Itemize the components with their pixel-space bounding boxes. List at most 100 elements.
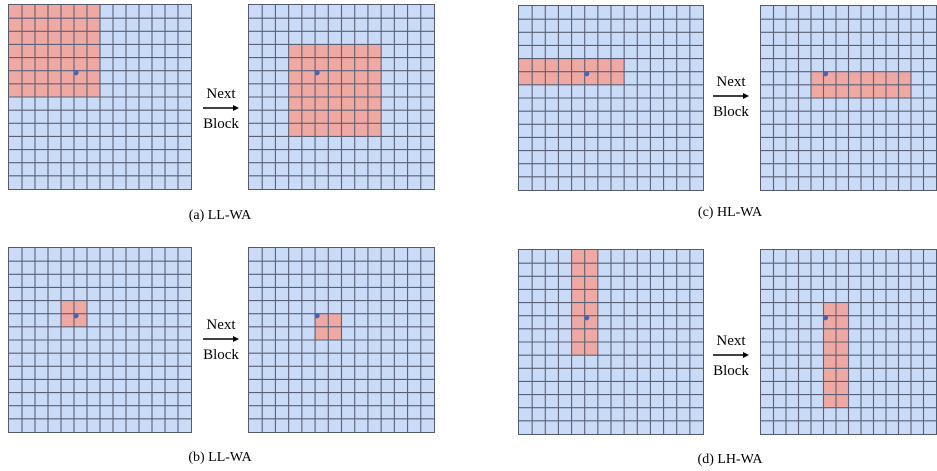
window-cell bbox=[328, 313, 342, 327]
window-cell bbox=[315, 326, 329, 340]
query-point bbox=[314, 313, 320, 319]
next-text: Next bbox=[716, 333, 746, 349]
next-block-label-a: Next Block bbox=[195, 85, 247, 133]
window-cell bbox=[597, 71, 611, 85]
window-cell bbox=[9, 5, 22, 19]
window-cell bbox=[328, 110, 342, 124]
window-cell bbox=[367, 110, 382, 124]
window-cell bbox=[823, 84, 836, 98]
window-cell bbox=[836, 355, 849, 369]
query-point bbox=[314, 70, 320, 76]
window-cell bbox=[315, 83, 329, 97]
window-cell bbox=[861, 84, 874, 98]
query-point bbox=[822, 315, 829, 321]
window-cell bbox=[354, 97, 368, 111]
window-cell bbox=[823, 368, 836, 382]
window-cell bbox=[48, 83, 61, 97]
caption-b: (b) LL-WA bbox=[188, 450, 252, 465]
window-cell bbox=[74, 18, 87, 32]
window-cell bbox=[532, 58, 546, 72]
window-cell bbox=[571, 276, 585, 290]
window-cell bbox=[341, 97, 355, 111]
caption-a: (a) LL-WA bbox=[188, 208, 252, 223]
window-cell bbox=[328, 83, 342, 97]
window-cell bbox=[571, 289, 585, 303]
window-cell bbox=[823, 381, 836, 395]
right-arrow-icon bbox=[713, 93, 749, 99]
window-cell bbox=[22, 57, 35, 71]
window-cell bbox=[836, 342, 849, 356]
window-cell bbox=[584, 302, 598, 316]
window-cell bbox=[315, 44, 329, 58]
window-cell bbox=[22, 70, 35, 84]
window-cell bbox=[87, 70, 100, 84]
window-cell bbox=[35, 57, 48, 71]
window-cell bbox=[315, 97, 329, 111]
window-cell bbox=[301, 110, 316, 124]
window-cell bbox=[48, 31, 61, 45]
caption-d: (d) LH-WA bbox=[697, 452, 763, 467]
window-cell bbox=[611, 71, 625, 85]
block-text: Block bbox=[203, 347, 239, 363]
window-cell bbox=[354, 70, 368, 84]
window-cell bbox=[571, 263, 585, 277]
window-cell bbox=[823, 355, 836, 369]
window-cell bbox=[886, 84, 899, 98]
grid-d-before bbox=[518, 249, 704, 435]
window-cell bbox=[571, 342, 585, 356]
window-cell bbox=[367, 44, 382, 58]
window-cell bbox=[288, 110, 302, 124]
window-cell bbox=[35, 5, 48, 19]
window-cell bbox=[288, 57, 302, 71]
window-cell bbox=[87, 31, 100, 45]
window-cell bbox=[301, 57, 316, 71]
window-cell bbox=[811, 71, 824, 85]
window-cell bbox=[823, 328, 836, 342]
window-cell bbox=[367, 70, 382, 84]
window-cell bbox=[9, 18, 22, 32]
window-cell bbox=[35, 44, 48, 58]
window-cell bbox=[571, 302, 585, 316]
window-cell bbox=[74, 83, 87, 97]
window-cell bbox=[545, 58, 559, 72]
window-cell bbox=[836, 368, 849, 382]
window-cell bbox=[584, 276, 598, 290]
window-cell bbox=[315, 123, 329, 137]
window-cell bbox=[328, 326, 342, 340]
grid-a-after bbox=[248, 4, 435, 190]
window-cell bbox=[823, 394, 836, 408]
query-point bbox=[822, 71, 829, 77]
grid-svg bbox=[9, 5, 191, 189]
window-cell bbox=[288, 44, 302, 58]
window-cell bbox=[341, 57, 355, 71]
window-cell bbox=[61, 57, 74, 71]
window-cell bbox=[328, 44, 342, 58]
window-cell bbox=[584, 328, 598, 342]
window-cell bbox=[61, 5, 74, 19]
window-cell bbox=[61, 44, 74, 58]
caption-c: (c) HL-WA bbox=[697, 205, 763, 220]
window-cell bbox=[532, 71, 546, 85]
window-cell bbox=[74, 5, 87, 19]
window-cell bbox=[48, 18, 61, 32]
window-cell bbox=[836, 84, 849, 98]
window-cell bbox=[35, 18, 48, 32]
window-cell bbox=[836, 71, 849, 85]
query-point bbox=[584, 71, 590, 77]
window-cell bbox=[328, 97, 342, 111]
window-cell bbox=[341, 110, 355, 124]
grid-d-after bbox=[760, 249, 937, 435]
window-cell bbox=[558, 71, 572, 85]
window-cell bbox=[74, 44, 87, 58]
window-cell bbox=[558, 58, 572, 72]
window-cell bbox=[611, 58, 625, 72]
block-text: Block bbox=[713, 104, 749, 120]
window-cell bbox=[545, 71, 559, 85]
window-cell bbox=[9, 70, 22, 84]
grid-c-before bbox=[518, 5, 704, 191]
window-cell bbox=[341, 123, 355, 137]
window-cell bbox=[288, 70, 302, 84]
window-cell bbox=[354, 44, 368, 58]
block-text: Block bbox=[203, 116, 239, 132]
window-cell bbox=[519, 58, 533, 72]
